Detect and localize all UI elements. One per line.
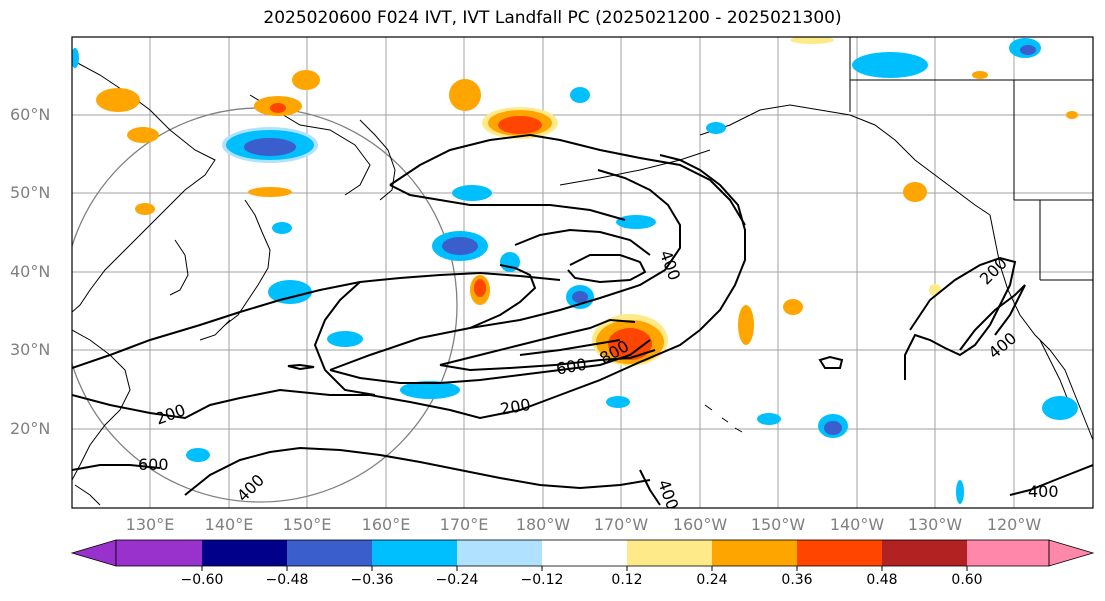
colorbar-tick-label: −0.36 [350, 572, 394, 588]
lat-label: 60°N [10, 105, 51, 124]
colorbar-tick-label: 0.24 [696, 572, 728, 588]
lon-label: 130°E [125, 515, 175, 534]
colorbar-extend-low [70, 539, 117, 567]
coastlines [72, 37, 1093, 506]
lon-label: 170°W [593, 515, 649, 534]
colorbar-segment [882, 540, 967, 566]
colorbar-tick-label: 0.36 [781, 572, 813, 588]
colorbar-extend-high [1048, 539, 1095, 567]
lon-label: 150°W [750, 515, 806, 534]
lat-label: 50°N [10, 183, 51, 202]
colorbar-tick-label: −0.12 [520, 572, 564, 588]
lon-label: 130°W [907, 515, 963, 534]
contour-label: 400 [1028, 482, 1059, 501]
colorbar-segment [372, 540, 457, 566]
lon-label: 140°W [829, 515, 885, 534]
colorbar-segment [627, 540, 712, 566]
lon-label: 150°E [282, 515, 332, 534]
colorbar-border [115, 539, 1050, 567]
lon-label: 160°E [361, 515, 411, 534]
colorbar-segment [457, 540, 542, 566]
contour-label: 600 [138, 455, 169, 474]
colorbar-tick-label: −0.24 [435, 572, 479, 588]
lon-label: 170°E [439, 515, 489, 534]
colorbar-segment [116, 540, 202, 566]
lat-label: 30°N [10, 340, 51, 359]
lon-label: 120°W [986, 515, 1042, 534]
lat-label: 20°N [10, 419, 51, 438]
colorbar-tick-label: −0.60 [180, 572, 224, 588]
map-title: 2025020600 F024 IVT, IVT Landfall PC (20… [263, 8, 842, 28]
colorbar [70, 539, 1095, 571]
map-frame [71, 36, 1094, 509]
colorbar-segment [542, 540, 627, 566]
colorbar-tick-label: 0.48 [866, 572, 898, 588]
colorbar-tick-label: −0.48 [265, 572, 309, 588]
ivt-contours [72, 133, 1093, 506]
colorbar-tick-label: 0.60 [951, 572, 983, 588]
lat-label: 40°N [10, 262, 51, 281]
colorbar-segment [202, 540, 287, 566]
colorbar-segment [797, 540, 882, 566]
colorbar-segment [967, 540, 1049, 566]
shading-negative [72, 38, 1078, 504]
colorbar-segment [287, 540, 372, 566]
lon-label: 180°W [515, 515, 571, 534]
gridlines [72, 37, 1093, 508]
colorbar-segment [712, 540, 797, 566]
colorbar-tick-label: 0.12 [611, 572, 643, 588]
lon-label: 160°W [672, 515, 728, 534]
lon-label: 140°E [204, 515, 254, 534]
